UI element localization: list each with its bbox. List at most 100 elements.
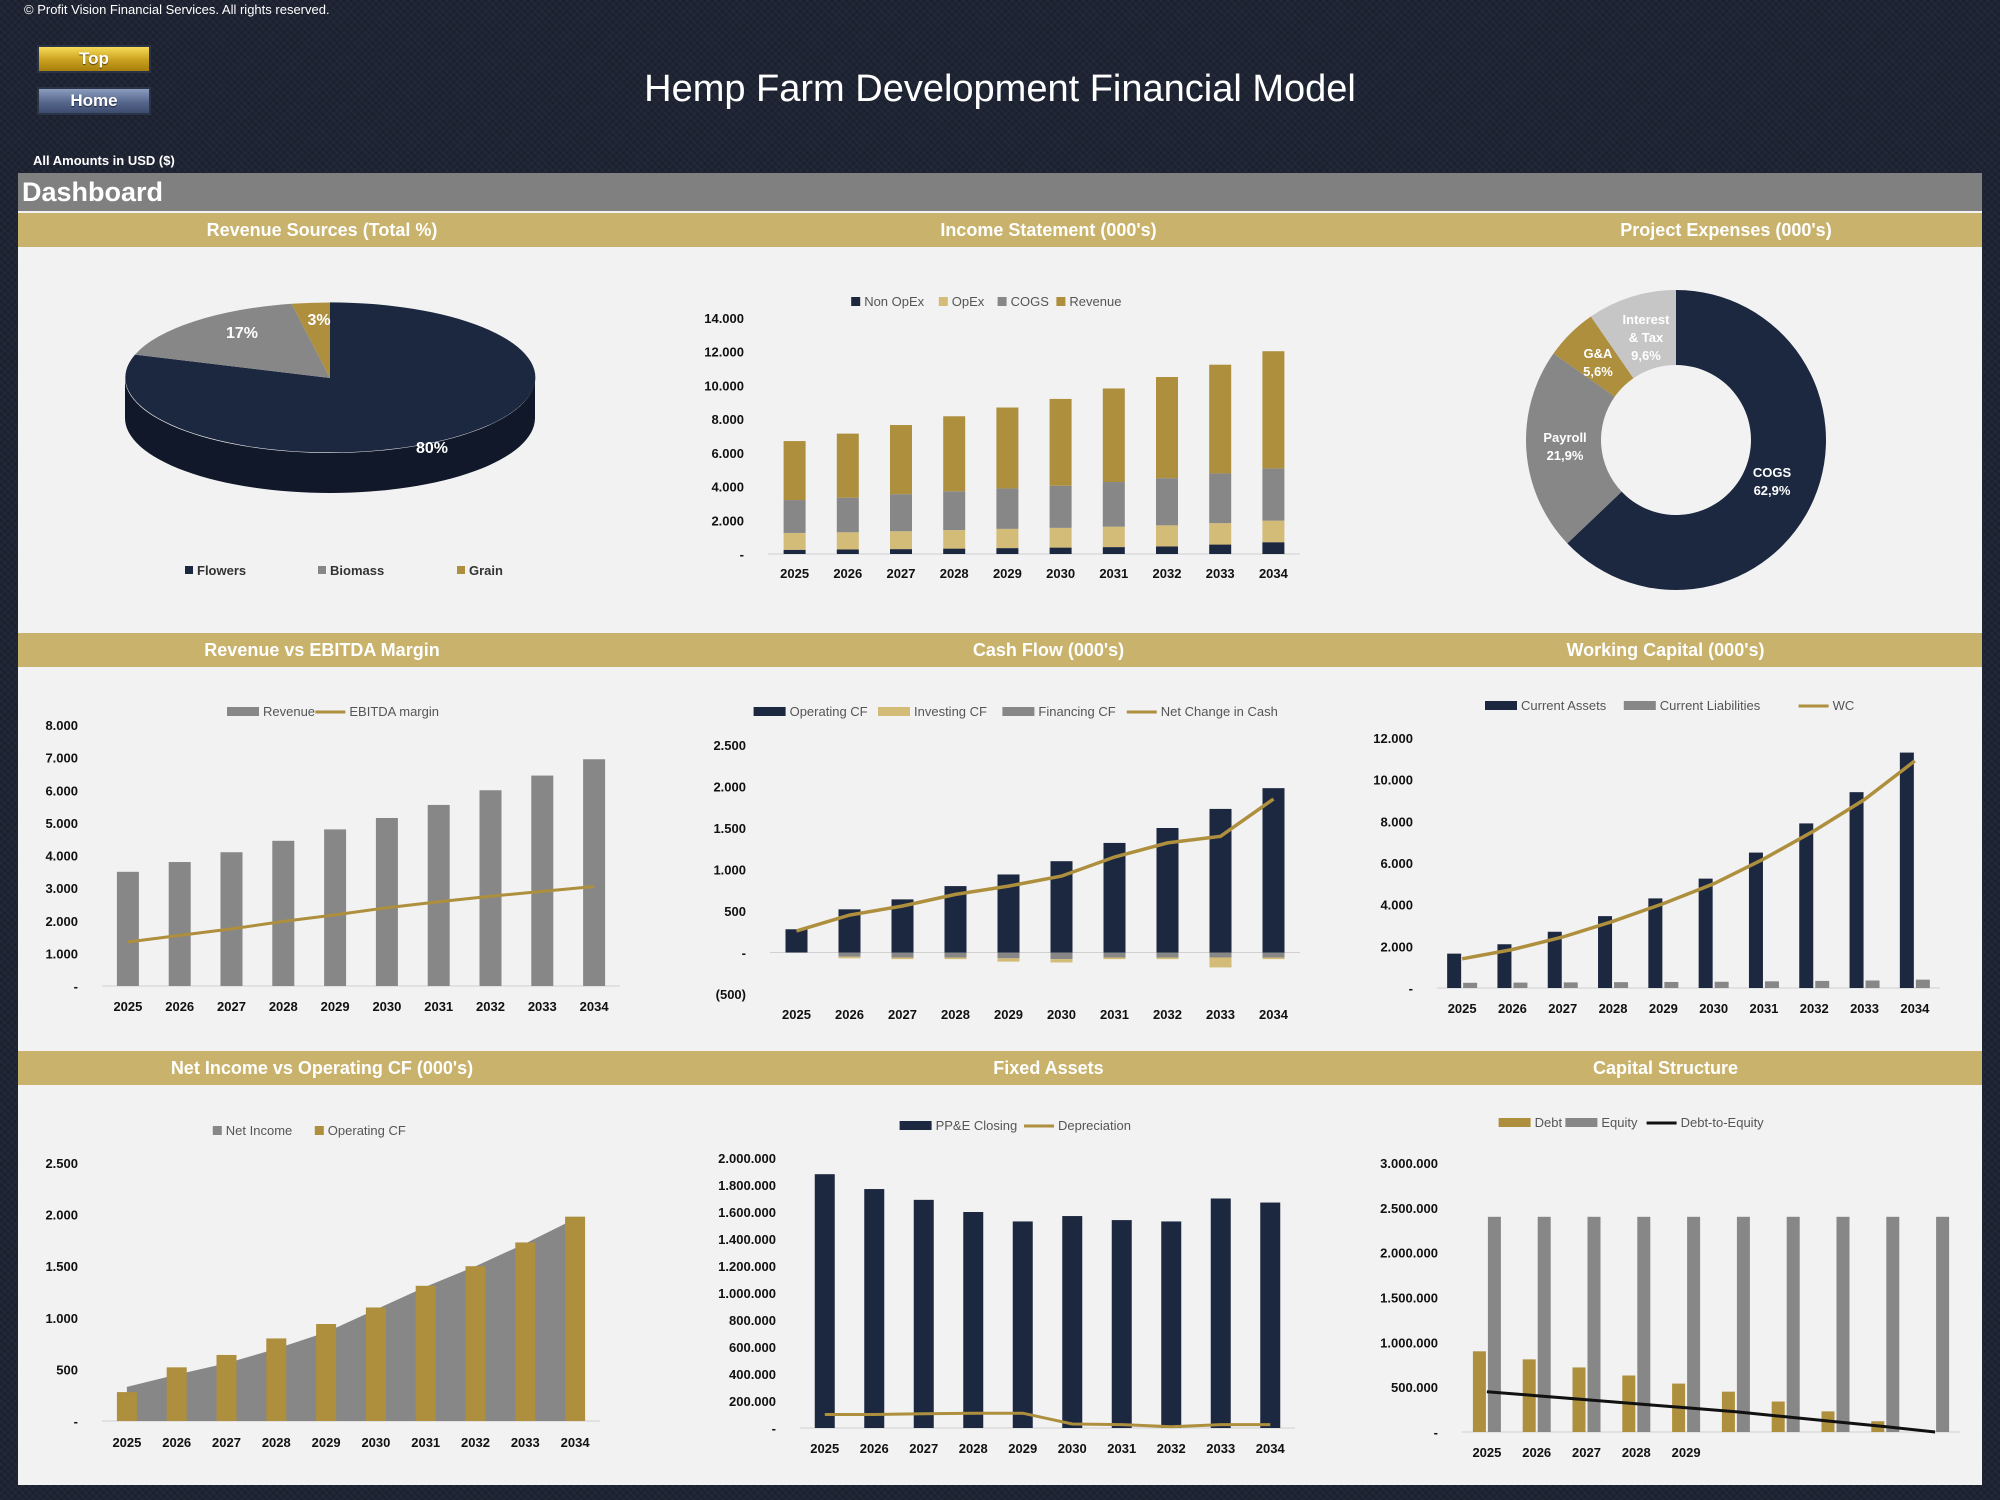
income-bar-non-opex-2028 — [943, 548, 966, 554]
cash_flow-xtick-1: 2026 — [835, 1007, 864, 1022]
capital_structure-ytick-2: 1.000.000 — [1380, 1335, 1438, 1350]
income-bar-revenue-2034 — [1262, 351, 1285, 469]
income-bar-non-opex-2033 — [1209, 544, 1232, 554]
cash_flow-ytick-6: 2.500 — [713, 738, 746, 753]
fixed_assets-xtick-4: 2029 — [1008, 1441, 1037, 1456]
income-bar-opex-2028 — [943, 530, 966, 549]
cashflow-legend-label-2: Financing CF — [1038, 704, 1115, 719]
ni-operating-cf-bar-2033 — [515, 1242, 536, 1421]
revenue_ebitda-xtick-7: 2032 — [476, 999, 505, 1014]
wc-current-liabilities-bar-2027 — [1563, 982, 1578, 988]
income-bar-opex-2031 — [1102, 526, 1125, 548]
working_capital-xtick-3: 2028 — [1599, 1001, 1628, 1016]
income-bar-revenue-2030 — [1049, 398, 1072, 486]
income_statement-ytick-4: 8.000 — [711, 412, 744, 427]
fixed_assets-ytick-3: 600.000 — [729, 1340, 776, 1355]
cashflow-investing-cf-bar-2028 — [944, 957, 967, 960]
revenue-sources-legend-key-0 — [185, 566, 193, 574]
cashflow-operating-bar-2031 — [1103, 842, 1126, 953]
rev-ebitda-bar-2030 — [375, 817, 398, 986]
income-bar-cogs-2029 — [996, 488, 1019, 529]
ni-ocf-legend-key-0 — [212, 1126, 222, 1135]
ni-operating-cf-bar-2032 — [465, 1266, 486, 1421]
wc-current-liabilities-bar-2029 — [1664, 981, 1679, 988]
ppe-closing-bar-2029 — [1012, 1221, 1033, 1428]
ppe-closing-bar-2027 — [913, 1199, 934, 1428]
net-change-in-cash-line — [796, 797, 1275, 933]
chart-title-revenue-sources: Revenue Sources (Total %) — [206, 220, 438, 240]
fixed_assets-xtick-9: 2034 — [1256, 1441, 1286, 1456]
income-bar-cogs-2034 — [1262, 468, 1285, 521]
cash_flow-xtick-4: 2029 — [994, 1007, 1023, 1022]
cash_flow-xtick-3: 2028 — [941, 1007, 970, 1022]
rev-ebitda-bar-2027 — [220, 852, 243, 986]
income-bar-revenue-2032 — [1156, 377, 1178, 479]
income-bar-non-opex-2025 — [783, 549, 806, 554]
revenue_ebitda-ytick-1: 1.000 — [45, 946, 78, 961]
income-bar-non-opex-2030 — [1049, 547, 1072, 554]
cashflow-legend-label-1: Investing CF — [914, 704, 987, 719]
cash_flow-xtick-7: 2032 — [1153, 1007, 1182, 1022]
income-bar-cogs-2025 — [783, 500, 806, 533]
wc-current-liabilities-bar-2032 — [1815, 980, 1830, 988]
revenue_ebitda-ytick-6: 6.000 — [45, 783, 78, 798]
home-button[interactable]: Home — [37, 87, 151, 115]
equity-bar-0 — [1487, 1216, 1501, 1432]
section-bar-row2: Revenue vs EBITDA Margin Cash Flow (000'… — [18, 633, 1982, 667]
expenses-data-label-3-2: 9,6% — [1631, 348, 1661, 363]
wc-current-liabilities-bar-2031 — [1764, 981, 1779, 988]
net_income_ocf-ytick-0: - — [74, 1414, 78, 1429]
cashflow-legend-key-0 — [753, 707, 786, 716]
cashflow-financing-cf-bar-2029 — [997, 952, 1020, 959]
revenue_ebitda-xtick-4: 2029 — [321, 999, 350, 1014]
income_statement-ytick-0: - — [740, 547, 744, 562]
income-bar-cogs-2031 — [1102, 482, 1125, 527]
capital-legend-label-2: Debt-to-Equity — [1681, 1115, 1765, 1130]
wc-current-assets-bar-2034 — [1899, 752, 1914, 988]
chart-title-working-capital: Working Capital (000's) — [1566, 640, 1765, 660]
cashflow-operating-bar-2032 — [1156, 828, 1179, 953]
rev-ebitda-bar-2025 — [116, 871, 139, 986]
capital-legend-key-1 — [1565, 1118, 1598, 1127]
rev-ebitda-legend-label-1: EBITDA margin — [349, 704, 439, 719]
fixed_assets-xtick-0: 2025 — [810, 1441, 839, 1456]
revenue_ebitda-xtick-2: 2027 — [217, 999, 246, 1014]
ppe-closing-bar-2030 — [1062, 1216, 1083, 1428]
revenue_ebitda-xtick-5: 2030 — [372, 999, 401, 1014]
income_statement-xtick-1: 2026 — [833, 566, 862, 581]
debt-bar-0 — [1472, 1351, 1486, 1432]
fixed_assets-ytick-10: 2.000.000 — [718, 1151, 776, 1166]
cashflow-investing-cf-bar-2032 — [1156, 957, 1179, 960]
working_capital-xtick-4: 2029 — [1649, 1001, 1678, 1016]
cashflow-financing-cf-bar-2027 — [891, 952, 914, 958]
cashflow-legend-label-3: Net Change in Cash — [1161, 704, 1278, 719]
income-bar-opex-2027 — [890, 531, 912, 550]
revenue-sources-legend-label-1: Biomass — [330, 563, 384, 578]
rev-ebitda-legend-key-0 — [227, 707, 259, 716]
ni-operating-cf-bar-2034 — [565, 1216, 586, 1421]
revenue-sources-data-label-2: 3% — [307, 312, 330, 329]
revenue-sources-slice-flowers — [125, 302, 536, 453]
wc-current-liabilities-bar-2033 — [1865, 980, 1880, 988]
income-bar-non-opex-2031 — [1102, 547, 1125, 554]
cashflow-operating-bar-2027 — [891, 899, 914, 953]
working_capital-xtick-7: 2032 — [1800, 1001, 1829, 1016]
working_capital-xtick-5: 2030 — [1699, 1001, 1728, 1016]
ebitda-margin-line — [127, 885, 595, 944]
income_statement-ytick-3: 6.000 — [711, 446, 744, 461]
expenses-data-label-1-0: Payroll — [1543, 430, 1586, 445]
income-bar-non-opex-2032 — [1156, 546, 1178, 554]
revenue_ebitda-ytick-7: 7.000 — [45, 751, 78, 766]
fixed_assets-ytick-5: 1.000.000 — [718, 1286, 776, 1301]
chart-title-capital-structure: Capital Structure — [1592, 1058, 1739, 1078]
rev-ebitda-bar-2031 — [427, 804, 450, 986]
wc-current-liabilities-bar-2034 — [1915, 979, 1930, 988]
fixed_assets-xtick-8: 2033 — [1206, 1441, 1235, 1456]
cashflow-legend-key-2 — [1002, 707, 1035, 716]
top-button[interactable]: Top — [37, 45, 151, 73]
rev-ebitda-bar-2028 — [272, 840, 295, 986]
net_income_ocf-xtick-1: 2026 — [162, 1435, 191, 1450]
wc-legend-label-2: WC — [1833, 698, 1855, 713]
revenue_ebitda-xtick-0: 2025 — [113, 999, 142, 1014]
